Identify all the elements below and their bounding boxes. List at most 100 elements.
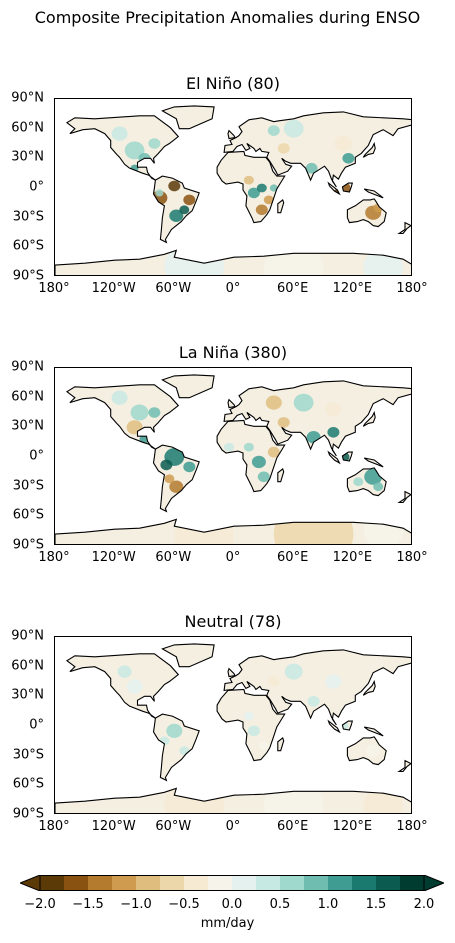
anomaly-patch [257,471,270,483]
lat-tick-label: 60°N [11,120,44,136]
anomaly-patch [148,407,161,418]
coastline-sumatra [327,450,341,465]
anomaly-patch [126,679,143,694]
lon-tick-label: 120°W [91,281,136,296]
lon-tick-label: 120°W [91,550,136,565]
land-greenland [162,105,215,129]
anomaly-patch [124,141,145,160]
colorbar-tick-label: 1.0 [317,897,339,912]
colorbar-cell [112,875,137,891]
anomaly-patch [111,126,128,141]
anomaly-patch [277,417,290,428]
colorbar-ticks: −2.0 −1.5 −1.0 −0.5 0.0 0.5 1.0 1.5 2.0 [0,897,455,913]
anomaly-patch [247,725,260,737]
coastline-newzealand [397,490,411,504]
anomaly-patch [305,162,318,174]
map-frame [54,98,412,276]
anomaly-patch [164,240,224,275]
land-africa [217,151,285,223]
coastline-eurasia [223,111,411,188]
coastline-newguinea [363,188,384,199]
anomaly-patch [263,778,324,813]
lon-tick-label: 60°W [155,281,192,296]
land-greenland [162,643,215,667]
lon-tick-label: 120°E [332,550,373,565]
lat-tick-label: 60°N [11,658,44,674]
lon-tick-label: 0° [225,550,241,565]
colorbar-label: mm/day [200,916,255,931]
coastline-africa [216,688,286,762]
coastline-uk [227,398,236,409]
lon-tick-label: 180° [396,550,428,565]
anomaly-patch [363,787,404,813]
lon-tick-label: 120°E [332,819,373,834]
coastline-borneo [341,720,354,731]
anomaly-patch [342,153,355,164]
anomaly-patch [243,442,254,452]
coastline-madagascar [277,467,285,483]
anomaly-patch [179,205,190,215]
coastline-newzealand [397,221,411,235]
lat-tick-label: 90°N [11,628,44,644]
coastline-southAmerica [152,713,200,782]
lat-tick-label: 90°N [11,90,44,106]
anomaly-patch [148,138,161,149]
figure-title: Composite Precipitation Anomalies during… [34,8,421,27]
coastline-eurasia [223,380,411,457]
anomaly-patch [169,480,184,493]
panel-title: El Niño (80) [186,74,280,93]
anomaly-patch [166,723,183,738]
coastline-australia [346,736,387,766]
anomaly-patch [307,696,320,707]
anomaly-patch [334,135,353,152]
coastline-antarctica [55,249,411,275]
anomaly-patch [243,711,254,721]
anomaly-patch [293,393,314,412]
coastline-eurasia [223,649,411,726]
anomaly-patch [283,119,304,138]
colorbar-cell [184,875,209,891]
anomaly-patch [256,183,267,193]
coastline-africa [216,150,286,224]
anomaly-patch [265,395,282,410]
lon-tick-label: 180° [38,281,70,296]
land-eurasia [224,649,411,725]
colorbar-cell [208,875,233,891]
land-africa [217,689,285,761]
anomaly-patch [363,513,404,544]
lat-tick-label: 60°S [12,507,44,523]
lat-tick-label: 30°N [11,687,44,703]
anomaly-patch [354,187,363,195]
coastline-greenland [161,374,215,399]
coastline-japan [362,410,376,427]
map-canvas [55,374,411,544]
colorbar-cell [352,875,377,891]
land-northAmerica [66,115,179,181]
coastline-australia [346,467,387,497]
colorbar-cell [88,875,113,891]
coastline-japan [362,141,376,158]
lat-tick-label: 60°S [12,776,44,792]
land-greenland [162,374,215,398]
map-frame [54,636,412,814]
lat-tick-label: 90°S [12,537,44,553]
coastline-newguinea [363,726,384,737]
anomaly-patch [263,195,274,205]
lat-tick-label: 90°N [11,359,44,375]
anomaly-patch [364,468,383,485]
coastline-southAmerica [152,175,200,244]
lat-tick-label: 60°N [11,389,44,405]
anomaly-patch [353,477,364,487]
anomaly-patch [277,143,290,154]
lat-tick-label: 0° [29,717,44,733]
anomaly-patch [130,404,149,421]
lon-tick-label: 0° [225,281,241,296]
map-frame [54,367,412,545]
anomaly-patch [325,402,342,417]
colorbar-tick-label: 0.0 [221,897,243,912]
colorbar-extend-high [423,875,444,891]
colorbar-cell [400,875,425,891]
land-uk [228,668,235,677]
colorbar-cell [64,875,89,891]
anomaly-patch [164,778,224,813]
